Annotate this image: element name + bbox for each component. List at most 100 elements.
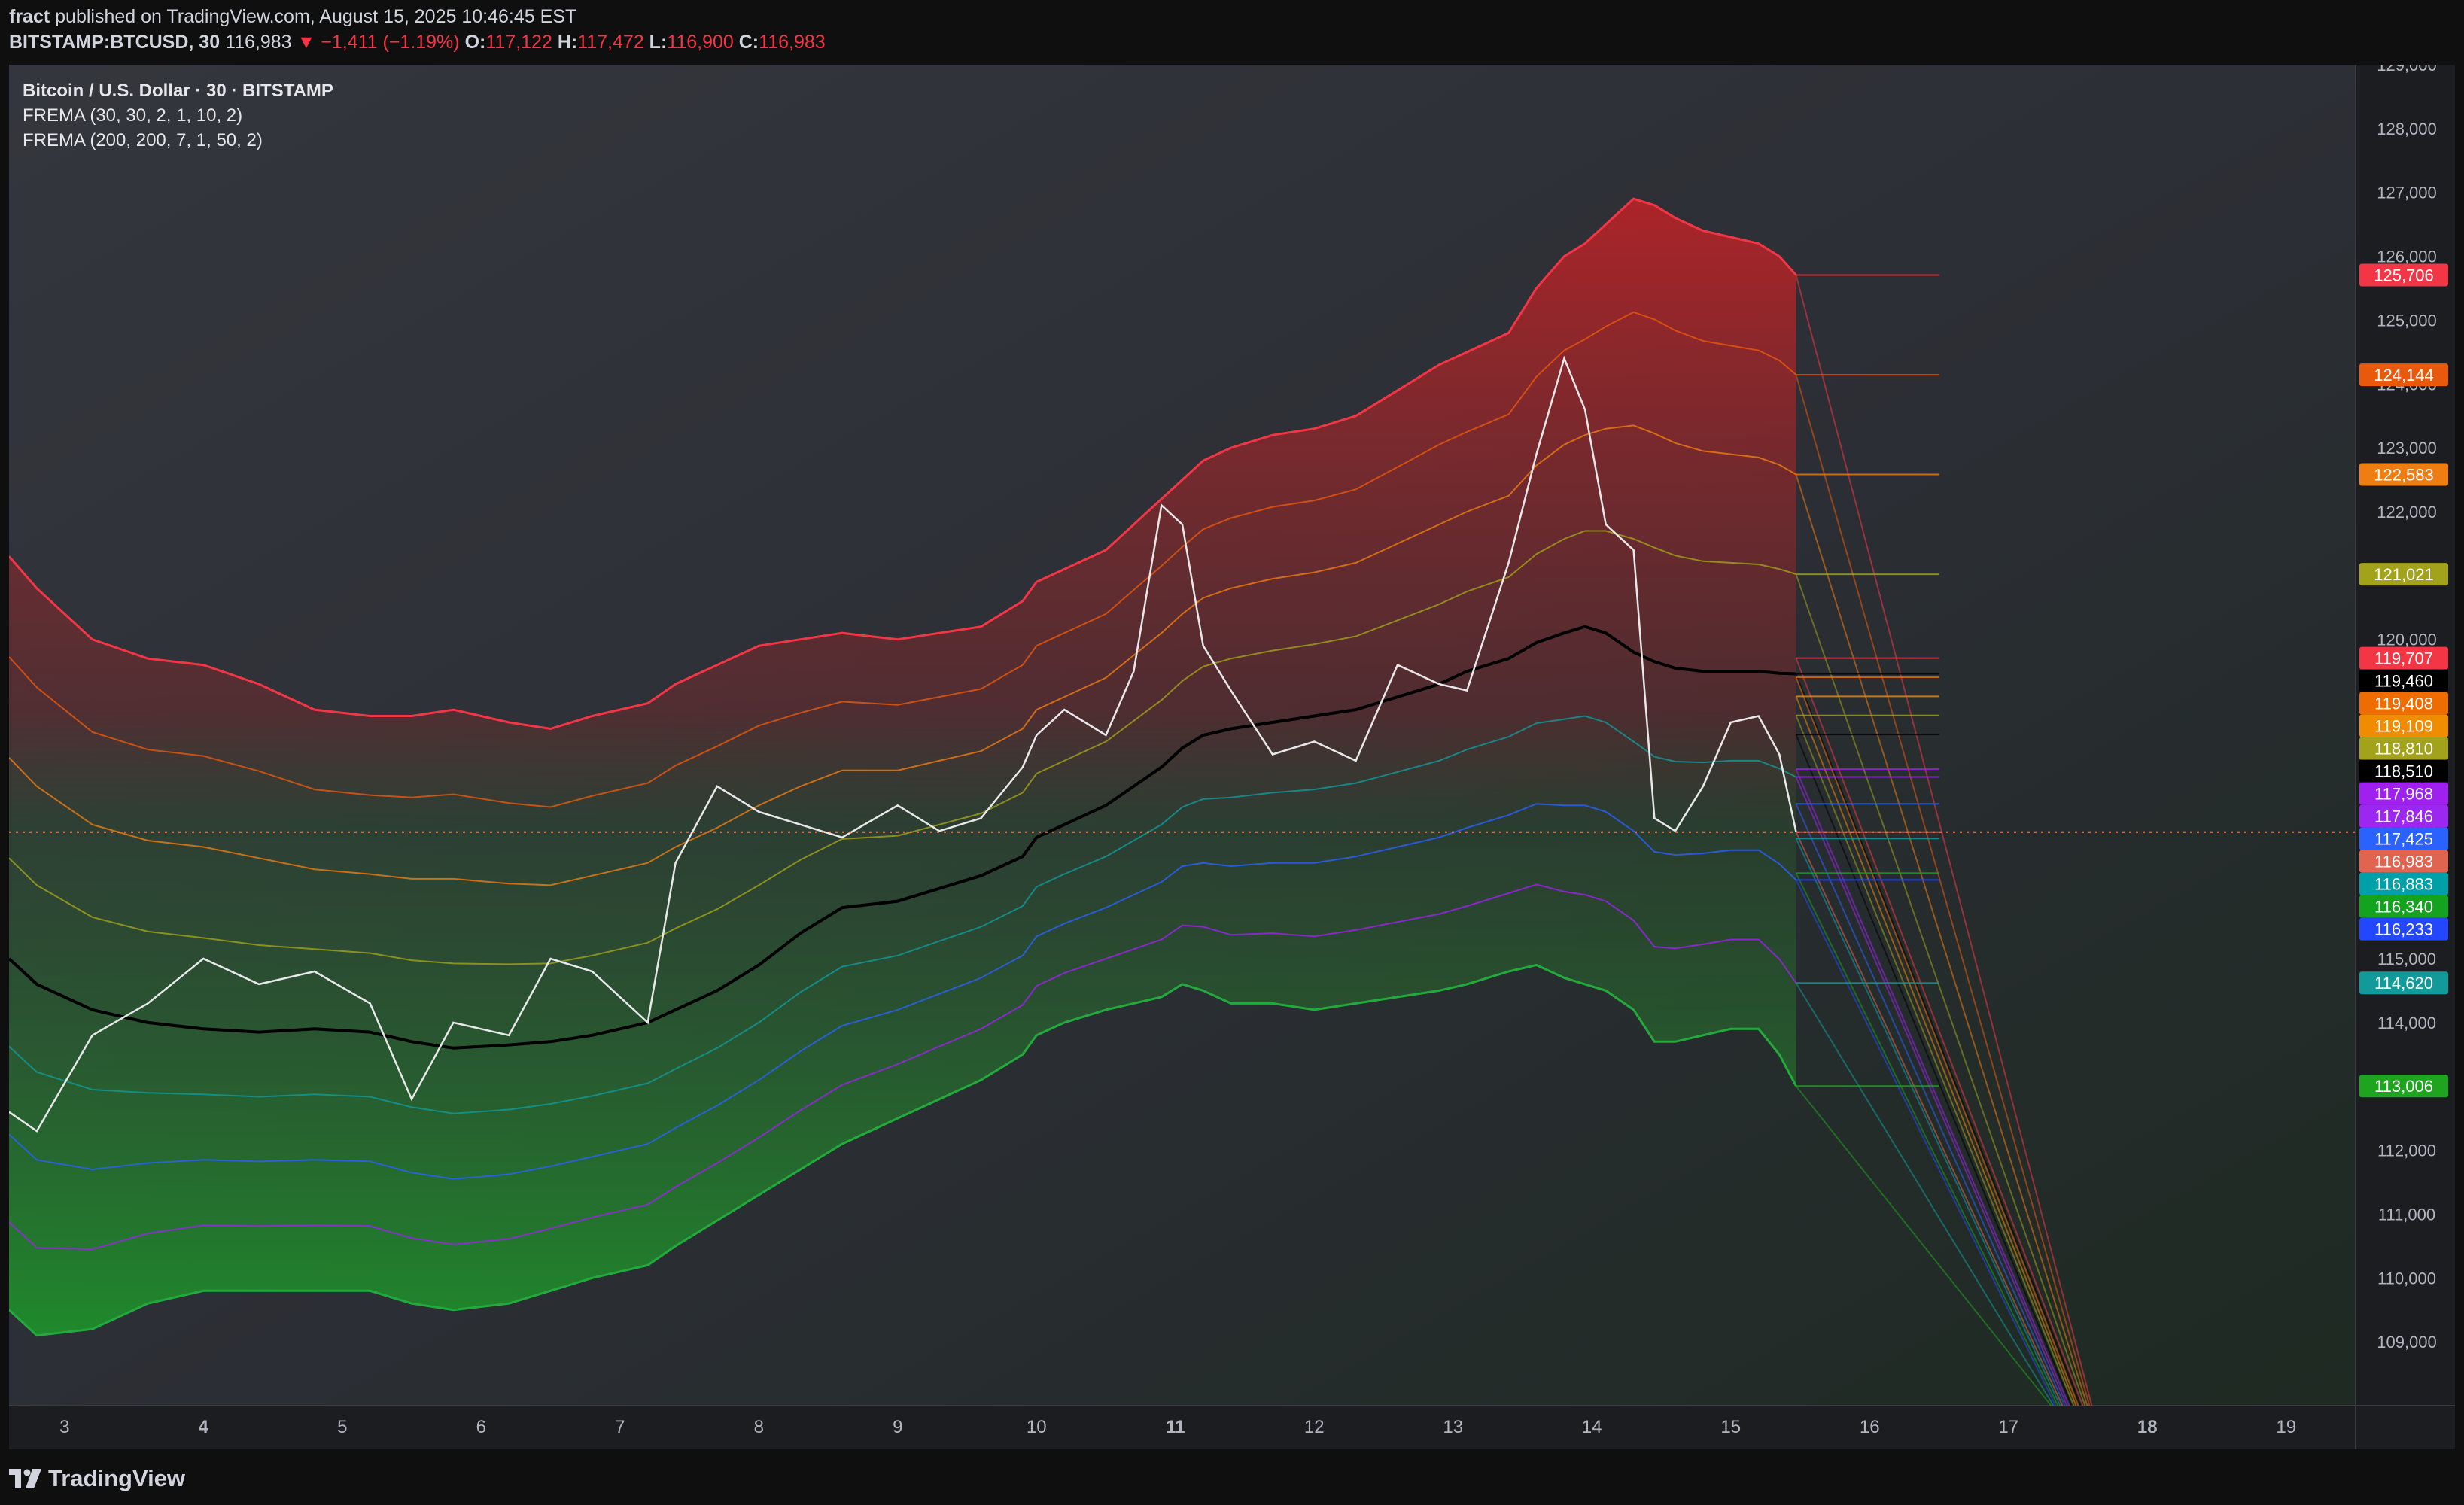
projection-line — [1795, 803, 2066, 1406]
time-tick-label: 14 — [1582, 1417, 1602, 1437]
price-tag-box — [2359, 971, 2448, 995]
chart-area[interactable]: 109,000110,000111,000112,000113,000114,0… — [8, 56, 2455, 1449]
time-tick-label: 16 — [1860, 1417, 1880, 1437]
price-series — [8, 355, 1797, 1133]
projection-line — [1795, 374, 2091, 1406]
ema-line — [8, 625, 1796, 1050]
price-tick-label: 122,000 — [2377, 503, 2437, 521]
legend-indicator-2[interactable]: FREMA (200, 200, 7, 1, 50, 2) — [23, 130, 263, 150]
price-tag-label: 119,109 — [2374, 717, 2433, 736]
projection-line — [1795, 872, 2059, 1406]
projection-line — [1795, 275, 2093, 1406]
projection-line — [1795, 838, 2061, 1406]
price-tag-box — [2359, 917, 2448, 941]
price-tag-label: 116,983 — [2374, 853, 2433, 871]
symbol-label[interactable]: BITSTAMP:BTCUSD, 30 — [9, 32, 221, 53]
price-tag-label: 117,968 — [2374, 785, 2433, 804]
price-tag-box — [2359, 363, 2448, 387]
time-tick-label: 18 — [2137, 1417, 2158, 1437]
time-tick-label: 12 — [1304, 1417, 1325, 1437]
price-tag-box — [2359, 646, 2448, 670]
close-value: 116,983 — [759, 32, 826, 53]
time-tick-label: 11 — [1166, 1417, 1185, 1437]
time-tick-label: 10 — [1027, 1417, 1047, 1437]
projection-line — [1795, 768, 2070, 1406]
price-chart[interactable]: 109,000110,000111,000112,000113,000114,0… — [8, 56, 2455, 1449]
legend-indicator-1[interactable]: FREMA (30, 30, 2, 1, 10, 2) — [23, 105, 243, 126]
projection-line — [1795, 676, 2079, 1406]
price-tag-box — [2359, 895, 2448, 918]
projection-line — [1795, 734, 2073, 1406]
time-tick-label: 8 — [754, 1417, 764, 1437]
price-line — [8, 355, 1797, 1133]
price-tag-box — [2359, 669, 2448, 692]
chart-legend[interactable]: Bitcoin / U.S. Dollar · 30 · BITSTAMP FR… — [23, 78, 333, 153]
price-tag-box — [2359, 692, 2448, 715]
upper-level-line-3 — [8, 530, 1796, 965]
price-tag-label: 118,810 — [2374, 740, 2433, 759]
price-tag-box — [2359, 782, 2448, 805]
upper-level-line-2 — [8, 424, 1797, 886]
publication-line: fract published on TradingView.com, Augu… — [9, 6, 576, 28]
lower-level-line-2 — [8, 803, 1797, 1180]
price-tag-label: 124,144 — [2374, 366, 2434, 385]
tradingview-logo[interactable]: TradingView — [9, 1464, 185, 1494]
published-text: published on TradingView.com, August 15,… — [55, 6, 577, 27]
band-lower-line — [8, 963, 1797, 1337]
time-tick-label: 7 — [615, 1417, 625, 1437]
price-tag-box — [2359, 759, 2448, 783]
price-tag-label: 116,340 — [2374, 898, 2433, 917]
price-tag-box — [2359, 872, 2448, 895]
time-axis-background — [9, 1406, 2356, 1449]
time-tick-label: 5 — [337, 1417, 347, 1437]
projection-line — [1795, 474, 2088, 1406]
price-tick-label: 127,000 — [2377, 184, 2437, 202]
price-tick-label: 109,000 — [2377, 1333, 2437, 1351]
header-bar: fract published on TradingView.com, Augu… — [0, 0, 2464, 60]
price-tick-label: 114,000 — [2377, 1014, 2436, 1032]
quote-line: BITSTAMP:BTCUSD, 30 116,983 ▼ −1,411 (−1… — [9, 32, 826, 53]
price-tag-box — [2359, 263, 2448, 287]
legend-title: Bitcoin / U.S. Dollar · 30 · BITSTAMP — [23, 81, 333, 101]
time-tick-label: 6 — [476, 1417, 486, 1437]
tradingview-icon — [9, 1469, 41, 1488]
lower-level-line-3 — [8, 715, 1796, 1114]
price-tag-label: 116,233 — [2374, 920, 2433, 939]
time-tick-label: 9 — [893, 1417, 902, 1437]
price-tick-label: 123,000 — [2377, 439, 2437, 458]
price-tag-box — [2359, 714, 2448, 737]
price-tag-label: 122,583 — [2374, 466, 2434, 485]
price-tick-label: 126,000 — [2377, 248, 2437, 266]
price-tick-label: 110,000 — [2377, 1269, 2436, 1288]
author-name[interactable]: fract — [9, 6, 50, 27]
envelope-band — [8, 197, 1797, 1337]
lower-level-line-1 — [8, 883, 1797, 1251]
price-tag-label: 119,408 — [2374, 695, 2433, 713]
projection-line — [1795, 658, 2084, 1406]
time-tick-label: 17 — [1998, 1417, 2018, 1437]
price-tag-box — [2359, 850, 2448, 873]
low-value: 116,900 — [667, 32, 734, 53]
price-tags: 125,706 124,144 122,583 121,021 119,707 119,4… — [2359, 263, 2448, 1098]
price-tick-label: 115,000 — [2377, 950, 2436, 968]
indicator-lines — [8, 274, 2093, 1406]
price-tick-label: 112,000 — [2377, 1142, 2436, 1160]
projection-line — [1795, 777, 2068, 1406]
price-change: ▼ −1,411 (−1.19%) — [297, 32, 460, 53]
price-tick-label: 125,000 — [2377, 311, 2437, 330]
close-label: C: — [738, 32, 759, 53]
time-tick-label: 13 — [1443, 1417, 1463, 1437]
projection-line — [1795, 695, 2077, 1406]
brand-name: TradingView — [48, 1465, 186, 1491]
projection-line — [1795, 673, 2082, 1406]
price-tag-label: 125,706 — [2374, 266, 2434, 285]
price-tag-box — [2359, 737, 2448, 760]
projection-line — [1795, 879, 2057, 1406]
price-tag-label: 118,510 — [2374, 762, 2433, 781]
price-tag-box — [2359, 827, 2448, 850]
time-tick-label: 4 — [199, 1417, 209, 1437]
time-tick-label: 3 — [59, 1417, 69, 1437]
open-label: O: — [464, 32, 486, 53]
price-tag-label: 114,620 — [2374, 974, 2433, 993]
time-tick-label: 19 — [2276, 1417, 2296, 1437]
